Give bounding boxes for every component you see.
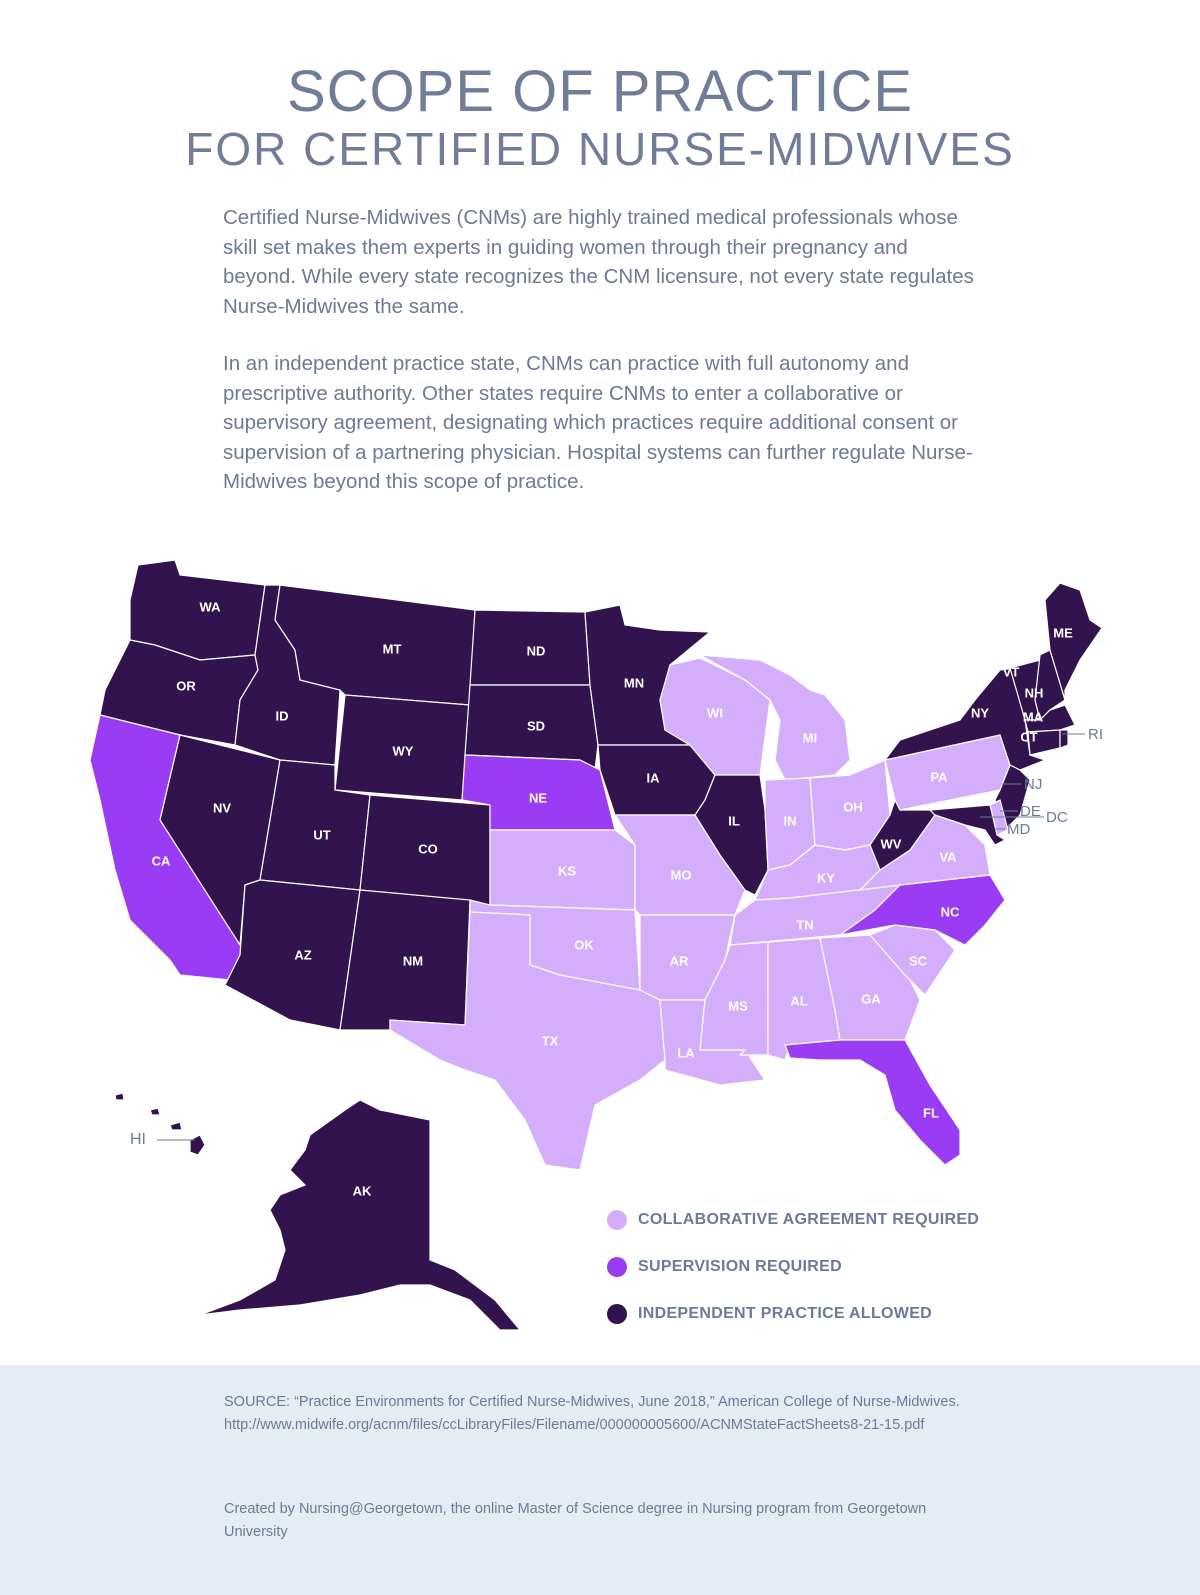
- label-FL: FL: [923, 1105, 939, 1120]
- legend-label: SUPERVISION REQUIRED: [638, 1258, 842, 1275]
- legend-item-collaborative: COLLABORATIVE AGREEMENT REQUIRED: [607, 1208, 979, 1232]
- us-map: WA OR CA ID NV MT WY UT AZ CO NM ND SD N…: [89, 559, 1103, 1331]
- state-NC[interactable]: [839, 874, 1006, 946]
- label-DC: DC: [1046, 809, 1068, 826]
- label-NV: NV: [213, 800, 231, 815]
- legend-label: INDEPENDENT PRACTICE ALLOWED: [638, 1305, 933, 1322]
- map-legend: COLLABORATIVE AGREEMENT REQUIRED SUPERVI…: [607, 1208, 979, 1349]
- legend-item-independent: INDEPENDENT PRACTICE ALLOWED: [607, 1302, 979, 1326]
- label-NJ: NJ: [1024, 776, 1042, 793]
- state-RI[interactable]: [1059, 729, 1069, 749]
- label-MN: MN: [624, 675, 644, 690]
- created-by-credit: Created by Nursing@Georgetown, the onlin…: [224, 1501, 927, 1540]
- label-ID: ID: [276, 708, 289, 723]
- label-SD: SD: [527, 718, 545, 733]
- label-KS: KS: [558, 863, 576, 878]
- label-CO: CO: [418, 841, 438, 856]
- label-NE: NE: [529, 790, 547, 805]
- label-SC: SC: [909, 953, 928, 968]
- label-GA: GA: [861, 991, 881, 1006]
- label-AL: AL: [790, 993, 807, 1008]
- label-HI: HI: [130, 1131, 146, 1148]
- label-NC: NC: [941, 904, 960, 919]
- label-DE: DE: [1020, 803, 1041, 820]
- label-CA: CA: [152, 853, 171, 868]
- label-NY: NY: [971, 705, 989, 720]
- intro-paragraph-2: In an independent practice state, CNMs c…: [223, 352, 973, 493]
- label-OH: OH: [843, 799, 863, 814]
- state-TX[interactable]: [389, 911, 666, 1171]
- label-WA: WA: [200, 599, 222, 614]
- state-MD[interactable]: [928, 804, 1007, 846]
- label-MS: MS: [728, 998, 748, 1013]
- label-NH: NH: [1025, 685, 1044, 700]
- label-TX: TX: [542, 1033, 559, 1048]
- label-WV: WV: [881, 836, 902, 851]
- state-AZ[interactable]: [224, 879, 361, 1031]
- label-UT: UT: [313, 827, 330, 842]
- legend-dot-icon: [607, 1257, 627, 1277]
- label-CT: CT: [1020, 729, 1037, 744]
- state-AK[interactable]: [199, 1099, 522, 1331]
- label-MO: MO: [671, 867, 692, 882]
- intro-paragraph-1: Certified Nurse-Midwives (CNMs) are high…: [223, 206, 974, 318]
- label-MA: MA: [1023, 709, 1044, 724]
- state-IL[interactable]: [694, 774, 769, 896]
- legend-dot-icon: [607, 1210, 627, 1230]
- legend-item-supervision: SUPERVISION REQUIRED: [607, 1255, 979, 1279]
- label-MD: MD: [1007, 821, 1030, 838]
- page-title: SCOPE OF PRACTICE: [286, 59, 914, 124]
- label-IL: IL: [728, 813, 740, 828]
- label-LA: LA: [677, 1045, 695, 1060]
- state-FL[interactable]: [784, 1039, 961, 1166]
- label-AK: AK: [353, 1183, 372, 1198]
- label-VT: VT: [1003, 664, 1020, 679]
- state-ME[interactable]: [1044, 582, 1103, 701]
- label-AZ: AZ: [294, 947, 311, 962]
- label-OK: OK: [574, 937, 594, 952]
- label-KY: KY: [817, 870, 835, 885]
- label-WY: WY: [393, 743, 414, 758]
- label-RI: RI: [1088, 726, 1103, 743]
- legend-label: COLLABORATIVE AGREEMENT REQUIRED: [638, 1211, 980, 1228]
- label-VA: VA: [939, 849, 957, 864]
- label-ME: ME: [1053, 625, 1073, 640]
- label-WI: WI: [707, 705, 723, 720]
- label-MT: MT: [383, 641, 402, 656]
- label-NM: NM: [403, 953, 423, 968]
- state-MI[interactable]: [699, 654, 851, 781]
- label-IA: IA: [647, 770, 661, 785]
- label-ND: ND: [527, 643, 546, 658]
- label-TN: TN: [796, 917, 813, 932]
- footer: [0, 1365, 1200, 1595]
- label-MI: MI: [803, 730, 817, 745]
- state-HI[interactable]: [114, 1092, 206, 1156]
- label-AR: AR: [670, 953, 689, 968]
- legend-dot-icon: [607, 1304, 627, 1324]
- source-citation: SOURCE: “Practice Environments for Certi…: [224, 1394, 960, 1433]
- page-subtitle: FOR CERTIFIED NURSE-MIDWIVES: [185, 123, 1015, 175]
- label-OR: OR: [176, 678, 196, 693]
- label-PA: PA: [930, 769, 948, 784]
- label-IN: IN: [784, 813, 797, 828]
